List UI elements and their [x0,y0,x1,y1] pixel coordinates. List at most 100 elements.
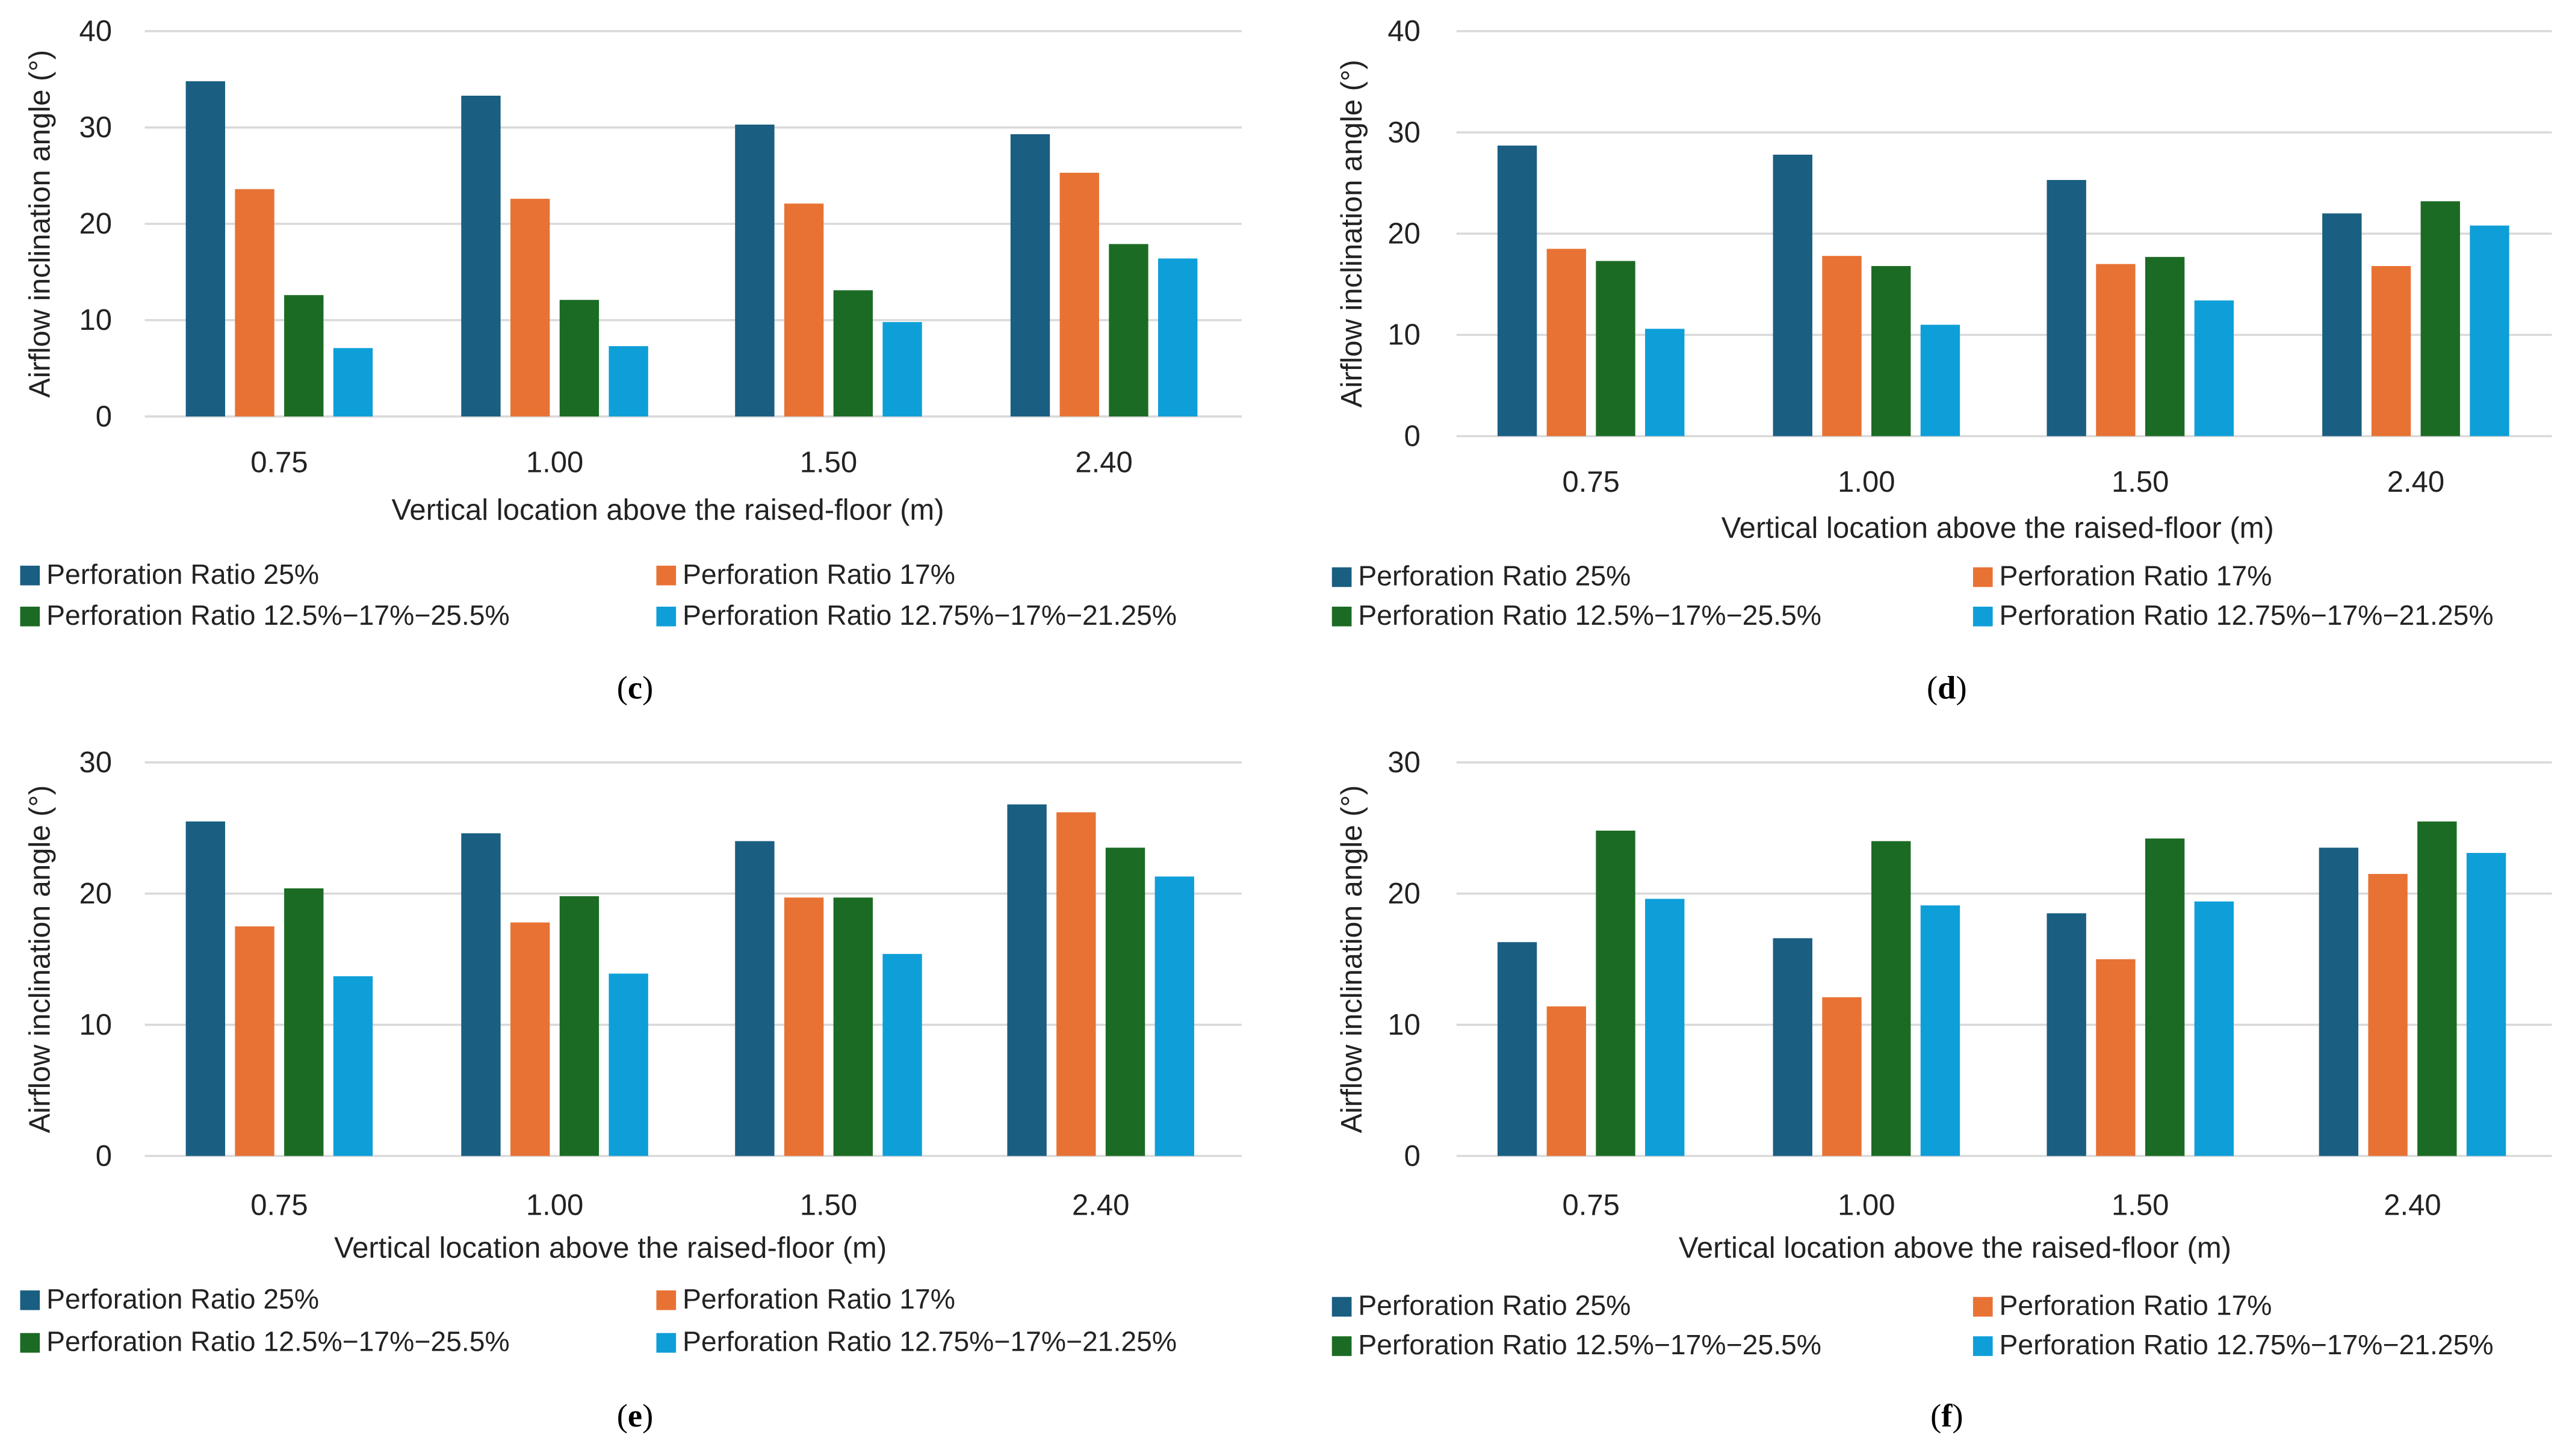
y-tick-label: 0 [1404,420,1421,453]
legend-swatch [20,1290,40,1310]
y-tick-label: 20 [1387,218,1421,250]
bar-c-s3-0.75 [284,295,324,417]
bar-f-s4-1.00 [1920,905,1960,1156]
bar-e-s1-0.75 [185,821,226,1156]
bar-e-s4-1.50 [882,953,922,1156]
legend-swatch [656,1290,677,1310]
legend-label: Perforation Ratio 12.5%−17%−25.5% [1358,1329,1821,1360]
bar-f-s1-1.00 [1773,938,1812,1156]
panel-caption: (e) [617,1397,653,1434]
y-tick-label: 30 [79,111,113,144]
caption-paren-close: ) [1956,669,1966,705]
bar-e-s3-2.40 [1105,847,1145,1156]
bar-c-s1-2.40 [1010,134,1050,417]
bar-f-s4-2.40 [2466,853,2506,1156]
legend-label: Perforation Ratio 12.75%−17%−21.25% [683,599,1177,631]
y-tick-label: 0 [1404,1140,1421,1173]
legend: Perforation Ratio 25% Perforation Ratio 1… [1331,560,2494,631]
bar-e-s2-0.75 [235,926,274,1156]
chart-panel-d: 0 10 20 30 40 Airflow inclination angle (°) 0.… [1331,15,2552,705]
y-tick-label: 20 [79,878,113,910]
bar-e-s3-0.75 [284,888,324,1156]
bar-f-s3-0.75 [1596,831,1635,1156]
panel-caption: (d) [1927,669,1967,705]
legend-swatch [20,565,40,586]
x-tick-label: 2.40 [2384,1189,2441,1222]
y-tick-label: 10 [1387,319,1421,352]
legend: Perforation Ratio 25% Perforation Ratio 1… [20,1283,1177,1357]
bar-c-s4-1.00 [609,346,648,417]
caption-letter: e [628,1397,642,1434]
bar-e-s3-1.50 [833,897,873,1156]
caption-paren-open: ( [1930,1397,1941,1434]
bar-f-s3-1.50 [2145,838,2185,1156]
bar-d-s3-0.75 [1596,261,1635,436]
y-tick-label: 30 [1387,116,1421,149]
panel-caption: (c) [617,669,653,705]
bar-d-s1-0.75 [1497,145,1537,436]
legend-label: Perforation Ratio 12.75%−17%−21.25% [683,1326,1177,1357]
bar-c-s2-1.50 [784,203,824,417]
caption-paren-close: ) [1952,1397,1963,1434]
bar-e-s4-2.40 [1154,876,1194,1156]
bar-e-s2-1.00 [510,922,550,1156]
bar-c-s3-2.40 [1109,244,1148,417]
bar-c-s4-2.40 [1158,258,1198,417]
chart-panel-e: 0 10 20 30 Airflow inclination angle (°) 0.75… [20,746,1242,1434]
bar-d-s1-1.50 [2047,180,2086,436]
legend-swatch [20,1333,40,1353]
bar-d-s2-1.50 [2096,264,2136,436]
caption-letter: c [628,669,642,705]
x-tick-label: 1.00 [526,1189,583,1222]
bar-e-s2-1.50 [784,897,824,1156]
legend-label: Perforation Ratio 12.75%−17%−21.25% [1999,1329,2493,1360]
bar-d-s2-1.00 [1822,256,1862,436]
bar-d-s2-2.40 [2371,266,2411,436]
bar-f-s4-1.50 [2194,901,2234,1156]
legend-label: Perforation Ratio 25% [1358,560,1631,592]
bar-c-s3-1.00 [559,300,600,417]
legend-label: Perforation Ratio 17% [683,1283,955,1315]
caption-paren-close: ) [642,669,653,705]
y-axis-label: Airflow inclination angle (°) [1336,785,1368,1133]
bar-e-s1-1.00 [461,833,501,1156]
y-tick-label: 0 [96,400,112,433]
x-tick-label: 0.75 [1562,466,1619,498]
bar-e-s3-1.00 [559,896,600,1156]
bar-d-s4-2.40 [2470,225,2509,436]
bar-c-s2-2.40 [1059,173,1099,417]
legend-swatch [656,606,677,627]
chart-panel-f: 0 10 20 30 Airflow inclination angle (°) 0.75… [1331,746,2552,1434]
y-axis-label: Airflow inclination angle (°) [24,50,57,398]
y-tick-label: 30 [79,746,113,779]
bar-f-s4-0.75 [1645,899,1685,1156]
x-axis-label: Vertical location above the raised-floor… [1721,512,2274,545]
x-tick-label: 0.75 [1562,1189,1619,1222]
y-axis-label: Airflow inclination angle (°) [24,785,57,1133]
y-tick-label: 40 [1387,15,1421,48]
legend-label: Perforation Ratio 25% [1358,1290,1631,1321]
x-tick-label: 1.50 [2112,1189,2169,1222]
x-tick-label: 2.40 [1072,1189,1129,1222]
x-tick-label: 2.40 [1075,447,1132,479]
legend-swatch [1331,567,1352,587]
bar-d-s3-1.50 [2145,256,2185,436]
bar-c-s1-1.00 [461,95,501,417]
legend-label: Perforation Ratio 12.75%−17%−21.25% [1999,599,2493,631]
x-tick-label: 0.75 [250,447,308,479]
legend-label: Perforation Ratio 17% [1999,560,2272,592]
bar-c-s1-0.75 [185,81,226,417]
legend-swatch [1972,1336,1993,1356]
bar-d-s3-2.40 [2420,201,2460,436]
x-tick-label: 1.50 [800,447,857,479]
bar-c-s3-1.50 [833,290,873,417]
bar-e-s1-1.50 [735,841,775,1156]
x-tick-label: 1.50 [800,1189,857,1222]
bar-c-s2-0.75 [235,189,274,417]
legend-swatch [1972,1296,1993,1317]
bar-d-s3-1.00 [1871,266,1911,436]
bar-d-s1-1.00 [1773,154,1812,436]
bar-d-s1-2.40 [2322,213,2362,436]
y-tick-label: 40 [79,15,113,48]
